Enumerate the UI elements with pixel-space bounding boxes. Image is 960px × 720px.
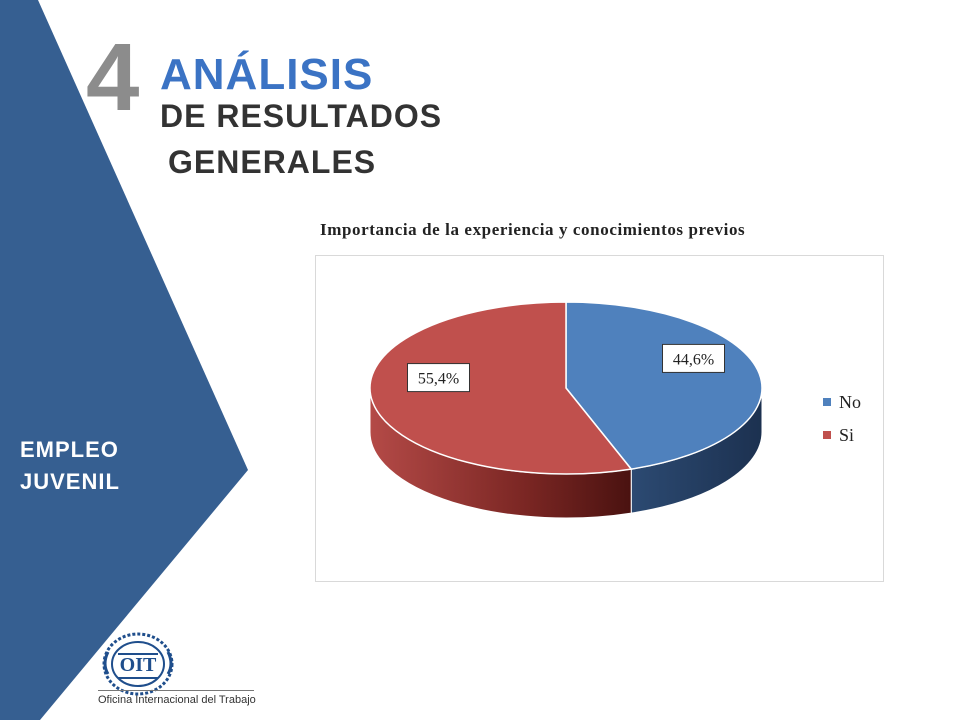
legend-label-si: Si: [839, 425, 854, 445]
pie-chart: 44,6% 55,4% No Si: [369, 301, 861, 519]
data-label-no: 44,6%: [662, 343, 726, 373]
data-label-text: 55,4%: [418, 371, 459, 388]
chart-title: Importancia de la experiencia y conocimi…: [320, 220, 746, 239]
pie-slice-si: [369, 301, 633, 475]
data-label-text: 44,6%: [673, 351, 714, 368]
logo-divider: [98, 690, 254, 691]
data-label-box: [662, 343, 726, 373]
sidebar-label-line2: JUVENIL: [20, 469, 120, 494]
logo-caption: Oficina Internacional del Trabajo: [98, 694, 256, 706]
legend-label-no: No: [839, 392, 861, 412]
legend-swatch-no: [823, 398, 831, 406]
page-subtitle-line2: GENERALES: [168, 144, 377, 180]
chart-legend: No Si: [823, 392, 861, 445]
chart-frame: 44,6% 55,4% No Si: [315, 255, 884, 582]
page-title: ANÁLISIS: [160, 50, 374, 99]
legend-swatch-si: [823, 431, 831, 439]
data-label-si: 55,4%: [406, 363, 470, 393]
oit-logo-mark: OIT: [120, 654, 157, 676]
sidebar-band: [0, 0, 248, 720]
pie-slice-no: [565, 301, 763, 470]
data-label-box: [406, 363, 470, 393]
pie-labels: 44,6% 55,4%: [406, 343, 726, 393]
sidebar-label-line1: EMPLEO: [20, 437, 119, 462]
page-subtitle-line1: DE RESULTADOS: [160, 98, 443, 134]
sidebar-label: EMPLEO JUVENIL: [20, 434, 120, 498]
oit-logo: OIT: [102, 632, 174, 696]
section-number: 4: [86, 24, 140, 131]
pie-tops: [369, 301, 763, 475]
